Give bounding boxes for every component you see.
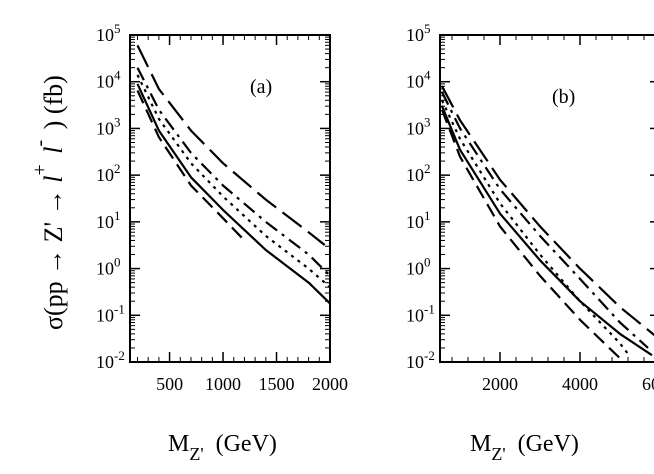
panel-a-y-tick-label: 103	[96, 114, 121, 138]
panel-b-series-solid	[440, 105, 653, 357]
panel-b-x-title: MZ' (GeV)	[470, 431, 579, 464]
panel-a-x-title-m: M	[168, 431, 189, 457]
panel-b-series-short-dash	[440, 109, 625, 362]
panel-b-x-title-sub: Z'	[491, 444, 505, 464]
panel-a-series-long-dash	[136, 44, 326, 246]
panel-a-x-title: MZ' (GeV)	[168, 431, 277, 464]
panel-b-x-title-unit: (GeV)	[518, 431, 579, 457]
panel-a-x-tick-label: 500	[156, 374, 183, 394]
y-axis-title-arrow: →	[39, 183, 68, 222]
panel-a: 10-2 10-1 100 101 102 103 104 105 500 1000 1500 200…	[96, 21, 348, 464]
panel-a-series-short-dash	[136, 90, 246, 242]
y-axis-title: σ(pp → Z' → l+ l- ) (fb)	[29, 75, 68, 330]
panel-b-y-tick-label: 105	[406, 21, 431, 45]
panel-b-x-tick-label: 6000	[642, 374, 654, 394]
panel-b-series-long-dash	[441, 85, 654, 337]
panel-b-y-tick-label: 103	[406, 114, 431, 138]
panel-b-x-tick-label: 4000	[562, 374, 598, 394]
panel-a-label: (a)	[250, 76, 272, 98]
y-axis-title-minus-sign: -	[29, 140, 51, 147]
panel-a-y-tick-label: 10-1	[96, 301, 125, 325]
panel-a-x-tick-label: 1500	[259, 374, 295, 394]
panel-a-frame	[129, 34, 331, 363]
panel-b-series-dash-dot	[441, 91, 649, 349]
panel-b-y-tick-label: 104	[406, 68, 431, 92]
y-axis-title-plus-sign: +	[29, 164, 51, 175]
panel-a-y-tick-label: 102	[96, 161, 121, 185]
panel-a-series-dotted	[136, 74, 330, 289]
panel-a-series-solid	[136, 83, 330, 305]
y-axis-title-lepton-plus: l	[39, 176, 68, 183]
panel-a-y-tick-label: 105	[96, 21, 121, 45]
panel-b-y-tick-label: 10-2	[406, 348, 435, 372]
panel-a-x-title-sub: Z'	[189, 444, 203, 464]
panel-a-x-tick-label: 1000	[205, 374, 241, 394]
panel-a-y-tick-label: 10-2	[96, 348, 125, 372]
y-axis-title-main: σ(pp → Z	[39, 226, 68, 330]
y-axis-title-prime: '	[39, 222, 68, 227]
y-axis-title-lepton-minus: l	[39, 147, 68, 154]
panel-b-frame	[439, 34, 654, 363]
panel-a-y-tick-label: 104	[96, 68, 121, 92]
panel-b: 10-2 10-1 100 101 102 103 104 105 2000 4000 6000 (…	[406, 21, 654, 464]
y-axis-title-unit: ) (fb)	[39, 75, 68, 129]
panel-b-y-tick-label: 101	[406, 208, 431, 232]
panel-a-y-tick-label: 100	[96, 255, 121, 279]
panel-b-y-tick-label: 10-1	[406, 301, 435, 325]
panel-b-y-tick-label: 102	[406, 161, 431, 185]
panel-b-y-tick-label: 100	[406, 255, 431, 279]
panel-b-x-title-m: M	[470, 431, 491, 457]
panel-a-y-tick-label: 101	[96, 208, 121, 232]
panel-b-series-dotted	[441, 99, 629, 355]
panel-a-series-dash-dot	[136, 67, 330, 277]
panel-b-label: (b)	[552, 86, 575, 108]
panel-a-x-title-unit: (GeV)	[216, 431, 277, 457]
panel-b-x-tick-label: 2000	[482, 374, 518, 394]
panel-a-x-tick-label: 2000	[312, 374, 348, 394]
